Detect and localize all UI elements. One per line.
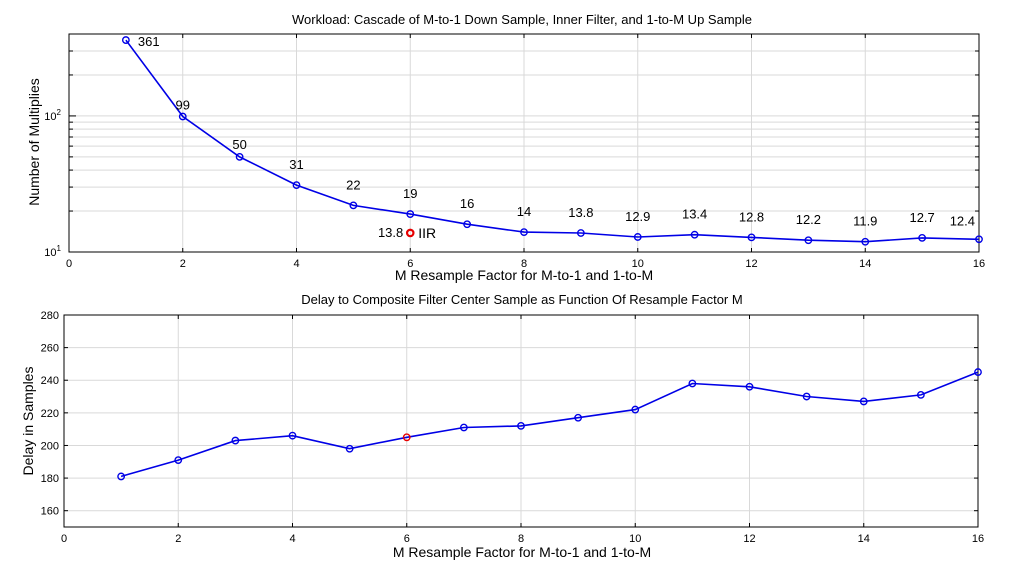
data-label: 12.9 <box>625 209 650 224</box>
data-point <box>576 229 585 237</box>
data-label: 361 <box>138 34 160 49</box>
data-point <box>117 472 126 481</box>
data-point <box>974 368 982 376</box>
data-label: 12.7 <box>909 210 934 225</box>
delay-y-axis-label: Delay in Samples <box>20 367 36 476</box>
x-tick-label: 0 <box>66 258 72 270</box>
x-tick-label: 2 <box>180 258 186 270</box>
x-tick-label: 4 <box>293 258 299 270</box>
data-point <box>975 235 983 244</box>
data-point <box>459 423 468 432</box>
delay-chart-title: Delay to Composite Filter Center Sample … <box>301 292 742 307</box>
x-tick-label: 16 <box>973 258 985 270</box>
data-label: 16 <box>460 196 474 211</box>
multiplies-ticks: 0 2 4 6 8 10 12 14 16 101 102 <box>44 34 985 270</box>
data-point <box>804 236 813 245</box>
y-tick-label: 220 <box>41 408 59 420</box>
data-label: 99 <box>176 98 190 113</box>
x-tick-label: 12 <box>745 258 757 270</box>
data-point <box>802 392 811 401</box>
x-tick-label: 4 <box>289 533 295 545</box>
data-point <box>633 233 642 241</box>
data-point <box>345 444 354 453</box>
multiplies-chart: Workload: Cascade of M-to-1 Down Sample,… <box>26 12 985 283</box>
y-tick-label: 260 <box>41 343 59 355</box>
multiplies-y-axis-label: Number of Multiplies <box>26 78 42 206</box>
x-tick-label: 6 <box>404 533 410 545</box>
y-tick-label: 102 <box>44 108 61 123</box>
x-tick-label: 8 <box>521 258 527 270</box>
data-label: 11.9 <box>853 214 877 229</box>
x-tick-label: 14 <box>858 533 870 545</box>
data-point <box>859 397 868 406</box>
data-label: 12.4 <box>950 213 975 228</box>
x-tick-label: 16 <box>972 533 984 545</box>
data-point <box>861 237 870 246</box>
data-label: 13.8 <box>568 205 593 220</box>
data-label: 12.2 <box>796 212 821 227</box>
data-point <box>235 152 244 161</box>
data-point <box>406 210 415 218</box>
data-point <box>402 433 411 442</box>
data-point <box>745 382 754 391</box>
multiplies-chart-title: Workload: Cascade of M-to-1 Down Sample,… <box>292 12 752 27</box>
data-label: 13.4 <box>682 207 707 222</box>
x-tick-label: 10 <box>629 533 641 545</box>
iir-value-label: 13.8 <box>378 225 403 240</box>
data-label: 22 <box>346 177 360 192</box>
data-point <box>916 391 925 399</box>
data-point <box>690 230 699 239</box>
y-tick-label: 101 <box>44 244 61 259</box>
y-tick-label: 280 <box>41 310 59 322</box>
x-tick-label: 6 <box>407 258 413 270</box>
iir-point <box>405 228 415 238</box>
delay-grid <box>64 315 978 527</box>
series-line <box>120 371 979 478</box>
delay-x-axis-label: M Resample Factor for M-to-1 and 1-to-M <box>393 544 651 560</box>
data-point <box>292 181 301 190</box>
data-label: 31 <box>289 157 303 172</box>
x-tick-label: 2 <box>175 533 181 545</box>
series-line <box>125 39 980 243</box>
x-tick-label: 0 <box>61 533 67 545</box>
x-tick-label: 8 <box>518 533 524 545</box>
x-tick-label: 10 <box>632 258 644 270</box>
data-point <box>178 112 187 121</box>
data-point <box>121 36 130 44</box>
data-label: 14 <box>517 204 531 219</box>
y-tick-label: 180 <box>41 473 59 485</box>
data-point <box>517 421 525 430</box>
data-label: 12.8 <box>739 209 764 224</box>
data-point <box>288 431 297 440</box>
data-point <box>918 233 927 242</box>
data-label: 50 <box>232 137 246 152</box>
data-point <box>174 456 183 465</box>
multiplies-x-axis-label: M Resample Factor for M-to-1 and 1-to-M <box>395 267 653 283</box>
data-point <box>747 233 756 242</box>
delay-chart: Delay to Composite Filter Center Sample … <box>20 292 984 560</box>
y-tick-label: 200 <box>41 440 59 452</box>
x-tick-label: 14 <box>859 258 871 270</box>
data-point <box>631 405 640 414</box>
multiplies-series: 361 99 50 31 22 19 16 14 13.8 12.9 13.4 12.8 12.2 11.… <box>121 34 983 246</box>
multiplies-grid <box>69 34 979 252</box>
data-point <box>463 220 472 229</box>
data-point <box>520 228 528 237</box>
y-tick-label: 240 <box>41 375 59 387</box>
data-point <box>688 379 697 388</box>
data-point <box>349 201 358 210</box>
x-tick-label: 12 <box>743 533 755 545</box>
delay-ticks: 0 2 4 6 8 10 12 14 16 160 180 200 220 240 260 280 <box>41 310 984 545</box>
multiplies-annotations: 13.8 IIR <box>378 225 436 241</box>
data-label: 19 <box>403 186 417 201</box>
delay-series <box>117 368 982 481</box>
data-point <box>574 413 583 422</box>
data-point <box>231 436 240 445</box>
y-tick-label: 160 <box>41 506 59 518</box>
iir-label: IIR <box>418 225 436 241</box>
